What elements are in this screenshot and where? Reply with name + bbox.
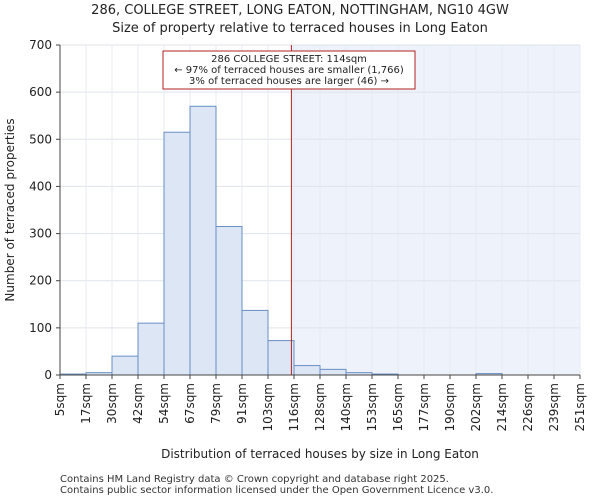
x-tick-label: 5sqm [53, 383, 67, 416]
annotation-box [162, 50, 416, 90]
y-tick-label: 600 [29, 85, 52, 99]
histogram-bar [293, 365, 321, 376]
y-tick-label: 500 [29, 132, 52, 146]
x-tick-label: 177sqm [417, 383, 431, 431]
x-tick-label: 17sqm [79, 383, 93, 424]
chart-subtitle: Size of property relative to terraced ho… [112, 21, 488, 36]
y-tick-label: 100 [29, 321, 52, 335]
y-tick-label: 700 [29, 38, 52, 52]
annotation-line-3: 3% of terraced houses are larger (46) → [189, 76, 389, 87]
y-tick-label: 200 [29, 274, 52, 288]
histogram-bar [267, 340, 295, 376]
x-tick-label: 116sqm [287, 383, 301, 431]
x-tick-label: 42sqm [131, 383, 145, 424]
x-tick-label: 239sqm [547, 383, 561, 431]
x-tick-label: 202sqm [469, 383, 483, 431]
x-tick-label: 251sqm [573, 383, 587, 431]
chart-title-address: 286, COLLEGE STREET, LONG EATON, NOTTING… [91, 3, 509, 18]
x-tick-label: 54sqm [157, 383, 171, 424]
x-axis-title: Distribution of terraced houses by size … [161, 447, 479, 461]
x-tick-label: 103sqm [261, 383, 275, 431]
histogram-bar [189, 105, 217, 376]
annotation-line-2: ← 97% of terraced houses are smaller (1,… [174, 65, 404, 76]
x-tick-label: 128sqm [313, 383, 327, 431]
x-tick-label: 226sqm [521, 383, 535, 431]
histogram-bar [241, 309, 269, 376]
y-tick-label: 300 [29, 227, 52, 241]
footer-licence: Contains public sector information licen… [60, 485, 494, 496]
y-tick-label: 0 [44, 368, 52, 382]
histogram-bar [137, 322, 165, 376]
x-tick-label: 140sqm [339, 383, 353, 431]
x-tick-label: 79sqm [209, 383, 223, 424]
histogram-bar [163, 131, 191, 376]
x-tick-label: 214sqm [495, 383, 509, 431]
histogram-bar [215, 226, 243, 376]
x-tick-label: 165sqm [391, 383, 405, 431]
x-tick-label: 67sqm [183, 383, 197, 424]
x-tick-label: 91sqm [235, 383, 249, 424]
x-tick-label: 153sqm [365, 383, 379, 431]
x-tick-label: 190sqm [443, 383, 457, 431]
histogram-bar [319, 368, 347, 376]
x-tick-label: 30sqm [105, 383, 119, 424]
footer-copyright: Contains HM Land Registry data © Crown c… [60, 474, 449, 485]
histogram-bar [111, 355, 139, 376]
y-tick-label: 400 [29, 179, 52, 193]
y-axis-title: Number of terraced properties [3, 118, 17, 301]
annotation-line-1: 286 COLLEGE STREET: 114sqm [211, 54, 367, 65]
larger-region-shade [291, 45, 580, 375]
